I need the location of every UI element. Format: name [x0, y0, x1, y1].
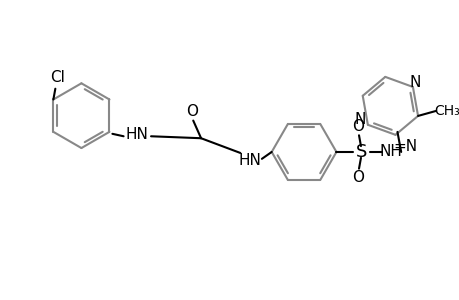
Text: O: O	[186, 104, 198, 119]
Text: CH₃: CH₃	[434, 104, 459, 118]
Text: =N: =N	[392, 139, 416, 154]
Text: NH: NH	[379, 145, 402, 160]
Text: N: N	[409, 74, 420, 89]
Text: HN: HN	[126, 127, 148, 142]
Text: HN: HN	[238, 153, 261, 168]
Text: O: O	[351, 119, 363, 134]
Text: N: N	[353, 112, 365, 128]
Text: Cl: Cl	[50, 70, 65, 86]
Text: S: S	[355, 143, 367, 161]
Text: O: O	[351, 170, 363, 185]
